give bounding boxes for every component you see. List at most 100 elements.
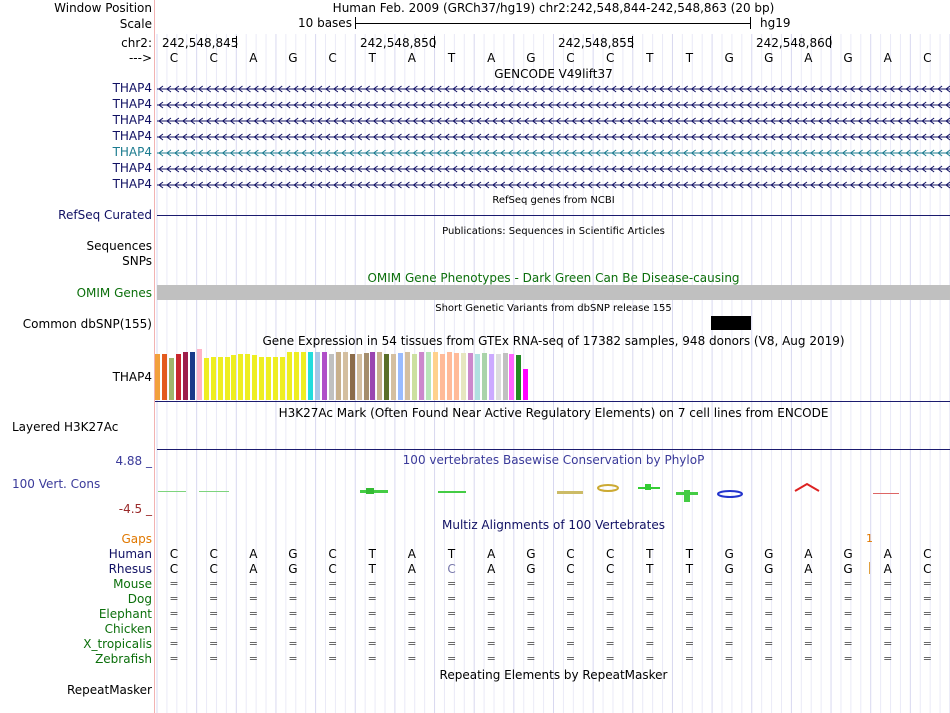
gencode-gene-strand[interactable] [157, 163, 950, 175]
snps-label[interactable]: SNPs [122, 254, 152, 268]
gtex-tissue-bar[interactable] [231, 355, 237, 400]
gtex-tissue-bar[interactable] [370, 351, 376, 400]
repeatmasker-label[interactable]: RepeatMasker [66, 683, 152, 697]
gtex-tissue-bar[interactable] [294, 351, 299, 400]
gtex-tissue-bar[interactable] [495, 354, 501, 400]
gtex-tissue-bar[interactable] [280, 356, 286, 400]
refseq-label[interactable]: RefSeq Curated [58, 208, 152, 222]
chrom-label: chr2: [121, 36, 152, 50]
omim-gene-bar[interactable] [157, 285, 950, 300]
alignment-base: G [843, 547, 853, 561]
dbsnp-label[interactable]: Common dbSNP(155) [22, 317, 152, 331]
gtex-tissue-bar[interactable] [266, 356, 272, 400]
strand-arrow [714, 101, 720, 109]
gtex-tissue-bar[interactable] [439, 354, 445, 400]
gtex-tissue-bar[interactable] [488, 354, 494, 400]
gtex-tissue-bar[interactable] [523, 369, 529, 400]
gtex-tissue-bar[interactable] [203, 358, 209, 400]
gtex-tissue-bar[interactable] [398, 353, 404, 400]
gtex-tissue-bar[interactable] [412, 354, 418, 400]
gencode-gene-label[interactable]: THAP4 [112, 177, 152, 191]
gencode-gene-strand[interactable] [157, 115, 950, 127]
gtex-tissue-bar[interactable] [502, 353, 508, 400]
gtex-tissue-bar[interactable] [210, 356, 216, 400]
multiz-species-label[interactable]: Mouse [113, 577, 152, 591]
gaps-label[interactable]: Gaps [121, 532, 152, 546]
gtex-tissue-bar[interactable] [363, 353, 369, 400]
gtex-tissue-bar[interactable] [405, 351, 411, 400]
strand-arrow [643, 181, 649, 189]
gtex-tissue-bar[interactable] [516, 355, 522, 400]
conservation-label[interactable]: 100 Vert. Cons [12, 477, 101, 491]
strand-arrow [301, 101, 307, 109]
strand-arrow [579, 101, 585, 109]
gtex-tissue-bar[interactable] [259, 356, 265, 400]
gtex-tissue-bar[interactable] [314, 351, 320, 400]
gtex-tissue-bar[interactable] [384, 354, 390, 400]
publications-label[interactable]: Sequences [86, 239, 152, 253]
gtex-bar-chart[interactable] [155, 349, 535, 400]
gtex-tissue-bar[interactable] [460, 353, 466, 400]
gtex-tissue-bar[interactable] [342, 351, 348, 400]
gencode-gene-strand[interactable] [157, 131, 950, 143]
gencode-gene-strand[interactable] [157, 147, 950, 159]
refseq-gene-line[interactable] [157, 215, 950, 216]
gencode-gene-label[interactable]: THAP4 [112, 129, 152, 143]
gtex-tissue-bar[interactable] [252, 355, 258, 400]
multiz-species-label[interactable]: Human [108, 547, 152, 561]
gtex-tissue-bar[interactable] [467, 353, 473, 400]
gtex-tissue-bar[interactable] [474, 354, 480, 400]
gtex-tissue-bar[interactable] [335, 351, 341, 400]
gtex-tissue-bar[interactable] [419, 351, 425, 400]
gencode-gene-label[interactable]: THAP4 [112, 161, 152, 175]
strand-arrow [659, 181, 665, 189]
multiz-species-label[interactable]: Dog [127, 592, 152, 606]
gtex-tissue-bar[interactable] [168, 358, 174, 400]
gtex-tissue-bar[interactable] [453, 353, 459, 400]
gencode-gene-strand[interactable] [157, 83, 950, 95]
gtex-tissue-bar[interactable] [328, 354, 334, 400]
gtex-tissue-bar[interactable] [161, 354, 167, 400]
multiz-species-label[interactable]: X_tropicalis [83, 637, 152, 651]
gtex-tissue-bar[interactable] [155, 354, 160, 400]
strand-arrow [905, 165, 911, 173]
gencode-gene-strand[interactable] [157, 179, 950, 191]
gencode-gene-label[interactable]: THAP4 [112, 97, 152, 111]
gtex-tissue-bar[interactable] [189, 351, 195, 400]
h3k27ac-label[interactable]: Layered H3K27Ac [12, 420, 119, 434]
gtex-tissue-bar[interactable] [391, 354, 397, 400]
gtex-tissue-bar[interactable] [175, 354, 181, 400]
gtex-tissue-bar[interactable] [238, 354, 244, 400]
multiz-species-label[interactable]: Elephant [98, 607, 152, 621]
gtex-tissue-bar[interactable] [426, 351, 432, 400]
gtex-tissue-bar[interactable] [196, 349, 202, 400]
multiz-species-label[interactable]: Zebrafish [95, 652, 152, 666]
conservation-logo[interactable] [155, 478, 950, 508]
strand-arrow [428, 85, 434, 93]
gtex-tissue-bar[interactable] [433, 351, 438, 400]
gencode-gene-strand[interactable] [157, 99, 950, 111]
gtex-tissue-bar[interactable] [446, 351, 452, 400]
gtex-tissue-bar[interactable] [307, 351, 313, 400]
gtex-tissue-bar[interactable] [217, 356, 223, 400]
gtex-tissue-bar[interactable] [481, 353, 487, 400]
multiz-species-label[interactable]: Chicken [104, 622, 152, 636]
multiz-species-label[interactable]: Rhesus [108, 562, 152, 576]
gtex-tissue-bar[interactable] [182, 351, 188, 400]
gtex-tissue-bar[interactable] [377, 351, 383, 400]
gtex-tissue-bar[interactable] [321, 351, 327, 400]
gencode-gene-label[interactable]: THAP4 [112, 81, 152, 95]
gtex-tissue-bar[interactable] [349, 354, 355, 400]
gtex-tissue-bar[interactable] [245, 354, 251, 400]
gtex-tissue-bar[interactable] [356, 354, 362, 400]
gencode-gene-label[interactable]: THAP4 [112, 113, 152, 127]
omim-label[interactable]: OMIM Genes [76, 286, 152, 300]
dbsnp-variant[interactable] [711, 316, 751, 330]
gtex-label[interactable]: THAP4 [112, 370, 152, 384]
gtex-tissue-bar[interactable] [287, 351, 293, 400]
gtex-tissue-bar[interactable] [224, 356, 230, 400]
gencode-gene-label[interactable]: THAP4 [112, 145, 152, 159]
gtex-tissue-bar[interactable] [273, 356, 279, 400]
gtex-tissue-bar[interactable] [509, 354, 515, 400]
gtex-tissue-bar[interactable] [300, 351, 306, 400]
